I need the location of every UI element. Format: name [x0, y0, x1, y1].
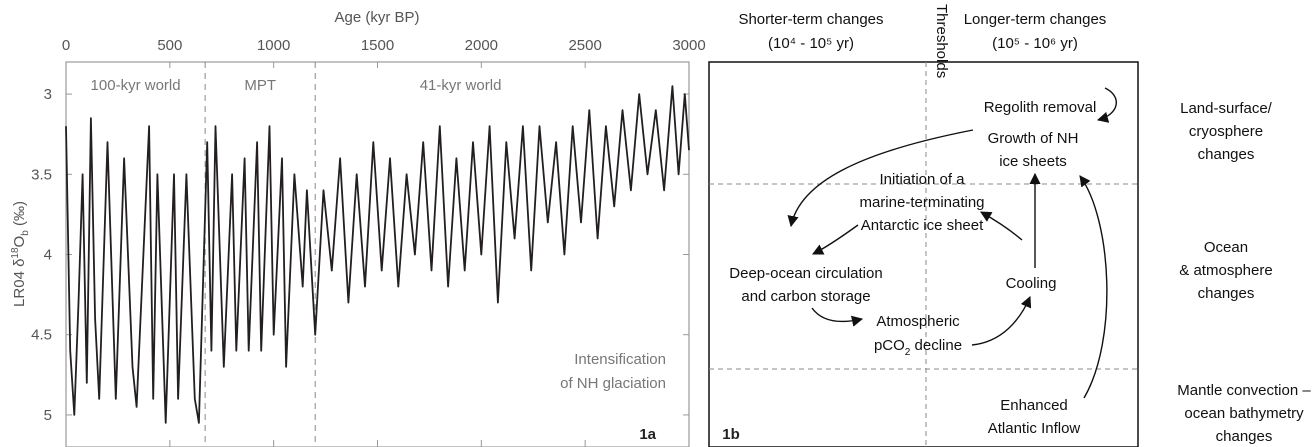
node-regolith-removal: Regolith removal: [984, 99, 1097, 116]
node-antarctic-3: Antarctic ice sheet: [861, 217, 984, 234]
arrow-atmospheric-to-cooling: [971, 295, 1032, 346]
regime-label: MPT: [244, 77, 276, 94]
node-deep-ocean-2: and carbon storage: [741, 288, 870, 305]
side-label-ocean-3: changes: [1198, 285, 1255, 302]
y-tick-label: 3: [44, 86, 52, 103]
side-label-ocean-1: Ocean: [1204, 239, 1248, 256]
x-tick-label: 2000: [465, 37, 498, 54]
arrow-regolith-to-growth: [1096, 87, 1117, 123]
arrow-cooling-to-antarctic: [980, 211, 1023, 241]
x-tick-label: 1000: [257, 37, 290, 54]
node-deep-ocean-1: Deep-ocean circulation: [729, 265, 882, 282]
x-tick-label: 2500: [568, 37, 601, 54]
diagram-frame-1b: [708, 61, 1139, 447]
y-tick-label: 4: [44, 247, 52, 264]
node-atmospheric-1: Atmospheric: [876, 313, 960, 330]
x-axis-title: Age (kyr BP): [334, 9, 419, 26]
side-label-mantle-1: Mantle convection –: [1177, 382, 1311, 399]
header-thresholds: Thresholds: [933, 4, 950, 78]
y-axis-title: LR04 δ18Ob (‰): [10, 201, 31, 307]
x-tick-label: 0: [62, 37, 70, 54]
node-growth-nh-1: Growth of NH: [988, 130, 1079, 147]
node-atlantic-1: Enhanced: [1000, 397, 1068, 414]
node-atlantic-2: Atlantic Inflow: [988, 420, 1081, 437]
side-label-ocean-2: & atmosphere: [1179, 262, 1272, 279]
side-label-land-2: cryosphere: [1189, 123, 1263, 140]
side-label-land-3: changes: [1198, 146, 1255, 163]
x-tick-label: 3000: [672, 37, 705, 54]
header-longer-term: Longer-term changes: [964, 11, 1107, 28]
node-antarctic-2: marine-terminating: [859, 194, 984, 211]
arrow-deep-ocean-to-atmospheric: [811, 307, 864, 327]
node-cooling: Cooling: [1006, 275, 1057, 292]
regime-boundaries: [204, 62, 316, 447]
arrow-growth-to-deep-ocean: [787, 129, 974, 228]
lr04-series-line: [65, 85, 690, 424]
arrow-antarctic-to-deep-ocean: [811, 224, 859, 255]
node-antarctic-1: Initiation of a: [879, 171, 965, 188]
panel-label-1b: 1b: [722, 426, 740, 443]
header-shorter-term: Shorter-term changes: [738, 11, 883, 28]
y-tick-label: 5: [44, 407, 52, 424]
x-axis-ticks: 0 500 1000 1500 2000 2500 3000: [62, 37, 706, 447]
y-tick-label: 3.5: [31, 166, 52, 183]
y-tick-label: 4.5: [31, 327, 52, 344]
side-labels: Land-surface/ cryosphere changes Ocean &…: [1177, 100, 1311, 445]
side-label-land-1: Land-surface/: [1180, 100, 1273, 117]
regime-label: 100-kyr world: [91, 77, 181, 94]
regime-labels: 100-kyr world MPT 41-kyr world: [91, 77, 502, 94]
header-longer-term-range: (10⁵ - 10⁶ yr): [992, 35, 1078, 52]
header-shorter-term-range: (10⁴ - 10⁵ yr): [768, 35, 854, 52]
node-growth-nh-2: ice sheets: [999, 153, 1067, 170]
regime-label: 41-kyr world: [420, 77, 502, 94]
x-tick-label: 500: [157, 37, 182, 54]
annotation-line-1: Intensification: [574, 351, 666, 368]
side-label-mantle-3: changes: [1216, 428, 1273, 445]
x-tick-label: 1500: [361, 37, 394, 54]
side-label-mantle-2: ocean bathymetry: [1184, 405, 1304, 422]
annotation-line-2: of NH glaciation: [560, 375, 666, 392]
y-axis-ticks: 3 3.5 4 4.5 5: [31, 86, 689, 424]
panel-label-1a: 1a: [639, 426, 656, 443]
node-atmospheric-2: pCO2 decline: [874, 337, 962, 358]
arrow-atlantic-to-growth: [1079, 175, 1108, 399]
diagram-arrows: [787, 87, 1117, 399]
panel-1b-diagram: Shorter-term changes (10⁴ - 10⁵ yr) Thre…: [708, 4, 1139, 447]
panel-1a-line-chart: Age (kyr BP) 0 500 1000 1500 2000 2500 3000 33…: [10, 9, 706, 447]
